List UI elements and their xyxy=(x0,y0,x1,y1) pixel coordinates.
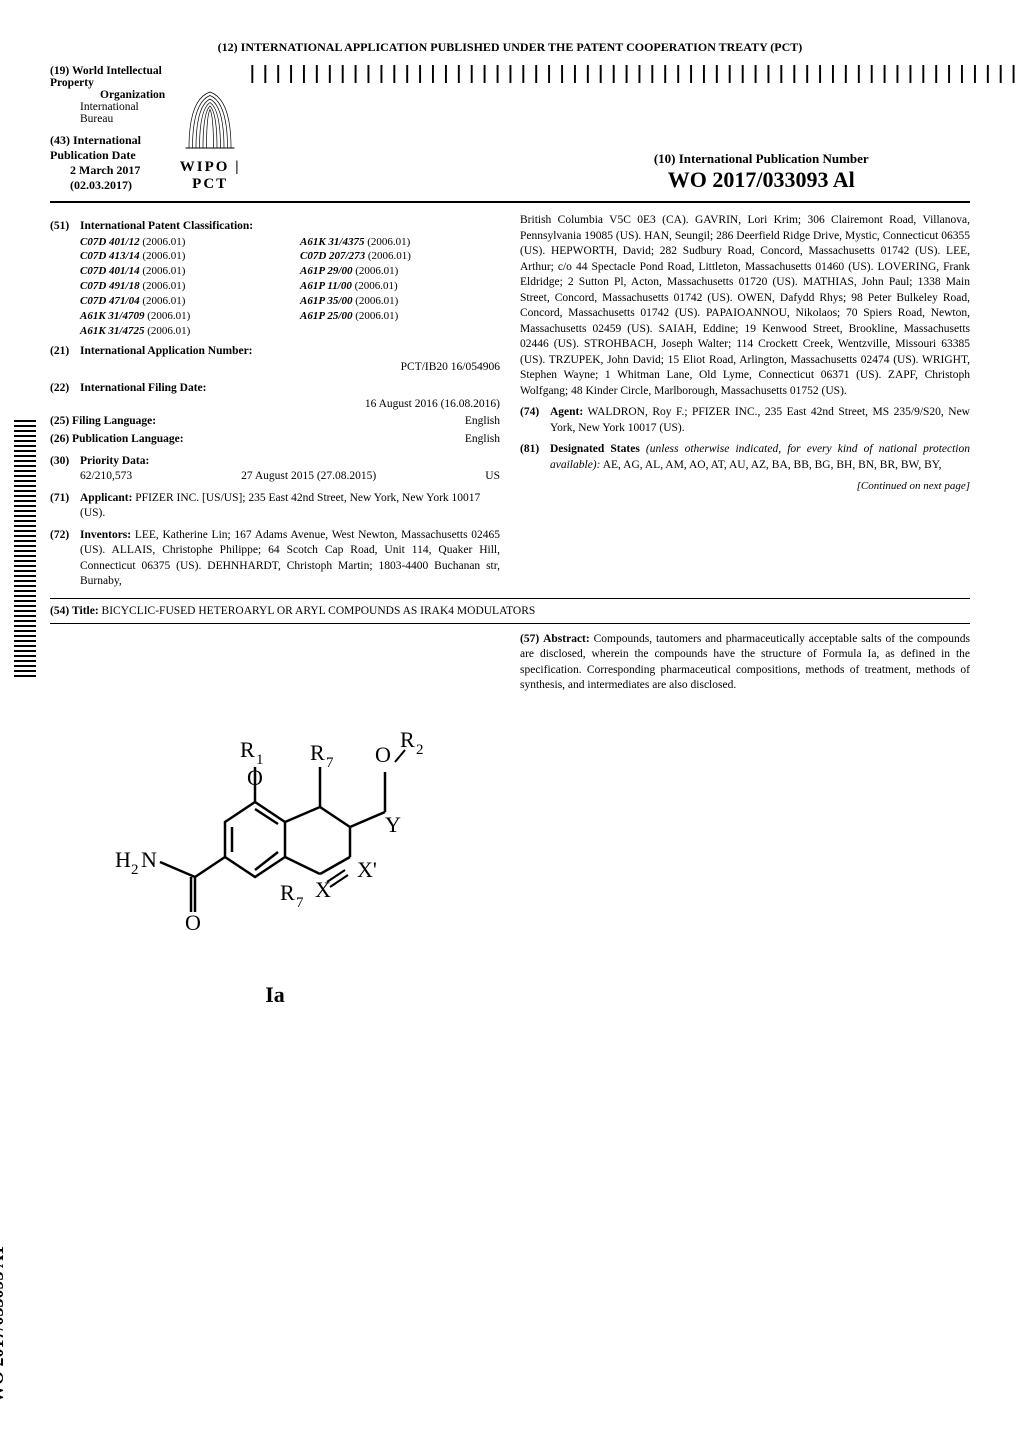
field-72-label: Inventors: xyxy=(80,529,131,541)
svg-text:7: 7 xyxy=(326,755,334,771)
left-column: (51) International Patent Classification… xyxy=(50,213,500,590)
svg-text:O: O xyxy=(247,765,263,790)
formula-label: Ia xyxy=(265,982,285,1008)
svg-text:O: O xyxy=(375,742,391,767)
wipo-logo-icon xyxy=(175,85,245,155)
horizontal-barcode: ||||||||||||||||||||||||||||||||||||||||… xyxy=(245,65,1020,83)
field-25-label: Filing Language: xyxy=(72,415,156,427)
bureau-label: International Bureau xyxy=(80,101,165,125)
svg-text:R: R xyxy=(240,737,255,762)
figure-column: R1 O R7 O R2 Y X' X R7 H2N O Ia xyxy=(50,632,500,1008)
classification-item: A61P 35/00 (2006.01) xyxy=(300,294,500,309)
priority-app: 62/210,573 xyxy=(80,469,132,485)
field-71-label: Applicant: xyxy=(80,492,132,504)
field-30-label: Priority Data: xyxy=(80,454,149,470)
title-value: BICYCLIC-FUSED HETEROARYL OR ARYL COMPOU… xyxy=(102,605,536,617)
field-51-num: (51) xyxy=(50,219,80,235)
field-74-value: WALDRON, Roy F.; PFIZER INC., 235 East 4… xyxy=(550,406,970,434)
svg-text:Y: Y xyxy=(385,812,401,837)
classification-item: C07D 401/14 (2006.01) xyxy=(80,264,280,279)
continued-label: [Continued on next page] xyxy=(520,479,970,494)
field-72-value: LEE, Katherine Lin; 167 Adams Avenue, We… xyxy=(80,529,500,588)
classification-item: C07D 413/14 (2006.01) xyxy=(80,249,280,264)
field-22-value: 16 August 2016 (16.08.2016) xyxy=(80,397,500,413)
svg-text:2: 2 xyxy=(131,862,139,878)
classification-item: A61K 31/4709 (2006.01) xyxy=(80,309,280,324)
pubnum-value: WO 2017/033093 Al xyxy=(245,167,1020,193)
svg-text:R: R xyxy=(280,880,295,905)
title-bar: (54) Title: BICYCLIC-FUSED HETEROARYL OR… xyxy=(50,599,970,624)
field-25-num: (25) xyxy=(50,415,69,427)
field-71-value: PFIZER INC. [US/US]; 235 East 42nd Stree… xyxy=(80,492,480,520)
svg-text:X': X' xyxy=(357,857,377,882)
bottom-region: R1 O R7 O R2 Y X' X R7 H2N O Ia (57) Abs… xyxy=(50,632,970,1008)
svg-text:2: 2 xyxy=(416,742,424,758)
field-21-label: International Application Number: xyxy=(80,344,253,360)
svg-text:7: 7 xyxy=(296,895,304,911)
field-81-num: (81) xyxy=(520,442,550,473)
chemical-structure-icon: R1 O R7 O R2 Y X' X R7 H2N O xyxy=(105,652,445,952)
header-left: (19) World Intellectual Property Organiz… xyxy=(50,65,175,193)
header-region: (19) World Intellectual Property Organiz… xyxy=(50,65,970,203)
field-26-label: Publication Language: xyxy=(72,433,184,445)
field-54-num: (54) xyxy=(50,605,69,617)
svg-text:R: R xyxy=(310,740,325,765)
field-10-num: (10) xyxy=(654,151,676,166)
classification-item: C07D 491/18 (2006.01) xyxy=(80,279,280,294)
header-right: ||||||||||||||||||||||||||||||||||||||||… xyxy=(245,65,1020,193)
classification-item: A61P 25/00 (2006.01) xyxy=(300,309,500,324)
pubnum-label: International Publication Number xyxy=(679,151,869,166)
field-81-label: Designated States xyxy=(550,443,640,455)
field-43-num: (43) xyxy=(50,133,70,147)
field-21-num: (21) xyxy=(50,344,80,360)
inventors-continuation: British Columbia V5C 0E3 (CA). GAVRIN, L… xyxy=(520,213,970,399)
classification-item: C07D 471/04 (2006.01) xyxy=(80,294,280,309)
header-mid: WIPO | PCT xyxy=(175,65,245,193)
classification-item: A61P 11/00 (2006.01) xyxy=(300,279,500,294)
field-22-num: (22) xyxy=(50,381,80,397)
svg-text:O: O xyxy=(185,910,201,935)
svg-text:H: H xyxy=(115,847,131,872)
field-21-value: PCT/IB20 16/054906 xyxy=(80,360,500,376)
field-26-num: (26) xyxy=(50,433,69,445)
classification-item: A61K 31/4375 (2006.01) xyxy=(300,235,500,250)
vertical-pub-code: WO 2017/033093 A1 xyxy=(0,1246,8,1403)
field-54-label: Title: xyxy=(72,605,99,617)
field-26-value: English xyxy=(465,432,500,448)
priority-country: US xyxy=(485,469,500,485)
classification-item: C07D 401/12 (2006.01) xyxy=(80,235,280,250)
field-74-num: (74) xyxy=(520,405,550,436)
classification-item: C07D 207/273 (2006.01) xyxy=(300,249,500,264)
priority-date: 27 August 2015 (27.08.2015) xyxy=(241,469,376,485)
field-72-num: (72) xyxy=(50,528,80,590)
classification-item: A61P 29/00 (2006.01) xyxy=(300,264,500,279)
main-columns: (51) International Patent Classification… xyxy=(50,213,970,599)
field-22-label: International Filing Date: xyxy=(80,381,207,397)
field-81-value: AE, AG, AL, AM, AO, AT, AU, AZ, BA, BB, … xyxy=(600,459,941,471)
wipo-line2: Organization xyxy=(100,89,165,101)
field-19-num: (19) xyxy=(50,65,69,77)
field-25-value: English xyxy=(465,414,500,430)
field-57-label: Abstract: xyxy=(543,633,590,645)
wipo-pct-label: WIPO | PCT xyxy=(175,159,245,193)
svg-text:N: N xyxy=(141,847,157,872)
classification-item: A61K 31/4725 (2006.01) xyxy=(80,324,280,339)
field-57-num: (57) xyxy=(520,633,539,645)
treaty-header: (12) INTERNATIONAL APPLICATION PUBLISHED… xyxy=(50,40,970,55)
abstract-column: (57) Abstract: Compounds, tautomers and … xyxy=(520,632,970,1008)
vertical-barcode xyxy=(14,420,36,680)
field-30-num: (30) xyxy=(50,454,80,470)
right-column: British Columbia V5C 0E3 (CA). GAVRIN, L… xyxy=(520,213,970,590)
pubdate-value: 2 March 2017 (02.03.2017) xyxy=(70,163,165,193)
field-71-num: (71) xyxy=(50,491,80,522)
svg-text:R: R xyxy=(400,727,415,752)
field-51-label: International Patent Classification: xyxy=(80,219,253,235)
field-74-label: Agent: xyxy=(550,406,583,418)
classification-grid: C07D 401/12 (2006.01) A61K 31/4375 (2006.… xyxy=(80,235,500,339)
